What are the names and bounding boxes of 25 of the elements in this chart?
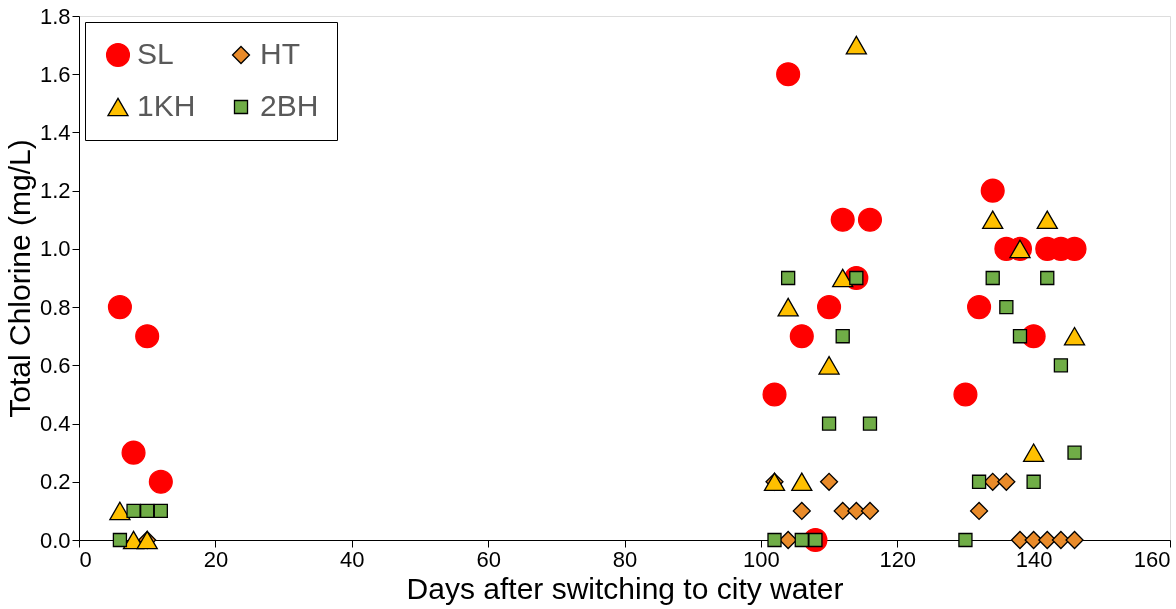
y-tick-label: 0.4 bbox=[39, 411, 71, 437]
x-tick-label: 100 bbox=[743, 546, 780, 572]
legend-label: HT bbox=[260, 37, 300, 70]
y-tick-label: 0.0 bbox=[39, 527, 71, 553]
y-tick-label: 0.6 bbox=[39, 352, 71, 378]
legend-label: SL bbox=[137, 37, 174, 70]
x-tick-label: 80 bbox=[612, 546, 638, 572]
y-tick-label: 1.4 bbox=[39, 119, 71, 145]
y-tick-label: 1.2 bbox=[39, 178, 71, 204]
y-tick-label: 1.0 bbox=[39, 236, 71, 262]
x-tick-label: 40 bbox=[340, 546, 365, 572]
y-tick-label: 1.6 bbox=[39, 61, 71, 87]
y-tick-label: 1.8 bbox=[39, 3, 71, 29]
x-tick-label: 0 bbox=[79, 546, 92, 572]
x-tick-label: 20 bbox=[203, 546, 229, 572]
legend-label: 1KH bbox=[137, 89, 196, 122]
y-axis-title: Total Chlorine (mg/L) bbox=[2, 139, 36, 418]
x-axis-title: Days after switching to city water bbox=[406, 571, 844, 605]
x-tick-label: 160 bbox=[1133, 546, 1171, 572]
y-tick-label: 0.2 bbox=[39, 469, 71, 495]
x-tick-label: 120 bbox=[879, 546, 917, 572]
legend-label: 2BH bbox=[260, 89, 319, 122]
x-tick-label: 140 bbox=[1015, 546, 1053, 572]
y-tick-label: 0.8 bbox=[39, 294, 71, 320]
x-tick-label: 60 bbox=[476, 546, 501, 572]
